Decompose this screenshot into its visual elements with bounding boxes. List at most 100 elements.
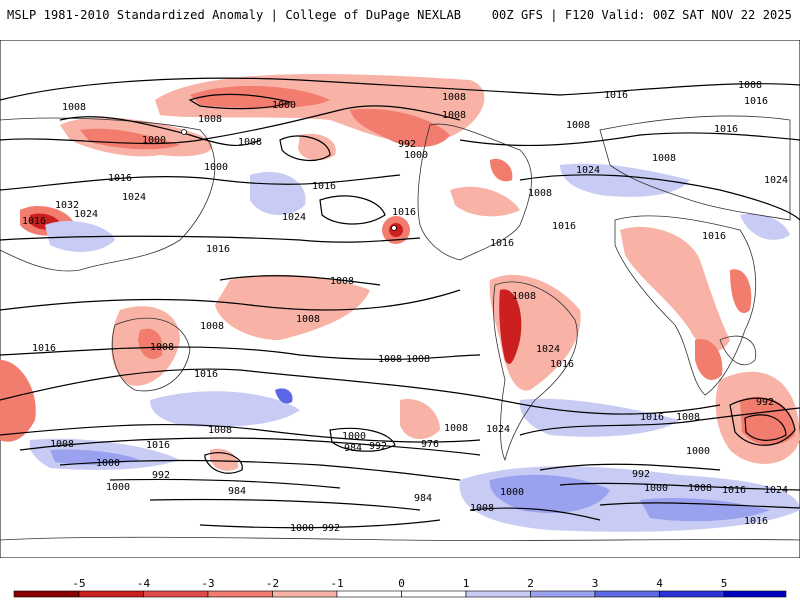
isobar-label: 1016	[744, 516, 768, 527]
colorbar-swatch	[723, 590, 787, 598]
colorbar-swatch	[659, 590, 725, 598]
isobar-label: 1016	[604, 90, 628, 101]
colorbar: -5 -4 -3 -2 -1 0 1 2 3 4 5	[0, 575, 800, 600]
colorbar-tick-label: -3	[201, 577, 214, 590]
isobar-label: 1024	[764, 485, 788, 496]
isobar-label: 1016	[194, 369, 218, 380]
colorbar-tick-label: 0	[398, 577, 405, 590]
isobar-labels: 1008 1000 1008 1000 1008 1008 1000 992 1…	[22, 80, 788, 534]
coastlines	[0, 115, 800, 541]
isobar-label: 984	[414, 493, 432, 504]
colorbar-swatch	[207, 590, 273, 598]
isobar-label: 1000	[686, 446, 710, 457]
isobar-label: 992	[322, 523, 340, 534]
colorbar-tick-label: -4	[137, 577, 151, 590]
map-panel: 1008 1000 1008 1000 1008 1008 1000 992 1…	[0, 40, 800, 558]
isobar-label: 1008	[444, 423, 468, 434]
colorbar-tick-label: 1	[463, 577, 470, 590]
isobar-label: 1008	[512, 291, 536, 302]
isobar-label: 1016	[108, 173, 132, 184]
isobar-label: 1000	[96, 458, 120, 469]
antarctica-outline	[0, 536, 800, 541]
isobar-label: 1016	[146, 440, 170, 451]
colorbar-swatch	[336, 590, 402, 598]
colorbar-swatch	[143, 590, 209, 598]
isobar-label: 1008	[62, 102, 86, 113]
isobar-label: 1000	[142, 135, 166, 146]
positive-anomaly-areas	[29, 163, 800, 532]
isobar-label: 1008	[652, 153, 676, 164]
isobar-label: 992	[369, 441, 387, 452]
isobar-label: 1016	[702, 231, 726, 242]
low-center-marker	[181, 129, 187, 135]
colorbar-swatch	[13, 590, 80, 598]
isobar-label: 1008	[200, 321, 224, 332]
isobar-label: 1024	[536, 344, 560, 355]
isobar-label: 1024	[74, 209, 98, 220]
colorbar-tick-label: -1	[330, 577, 343, 590]
isobar-label: 1008	[470, 503, 494, 514]
isobar-label: 984	[228, 486, 246, 497]
australia-outline	[111, 317, 191, 392]
africa-outline	[614, 215, 757, 396]
asia-outline	[0, 117, 216, 272]
isobar-label: 1016	[32, 343, 56, 354]
isobar-label: 1016	[206, 244, 230, 255]
isobar-label: 1024	[282, 212, 306, 223]
isobar-label: 1008	[330, 276, 354, 287]
colorbar-tick-label: 3	[592, 577, 599, 590]
south-america-outline	[493, 281, 578, 462]
isobar-label: 1000	[342, 431, 366, 442]
isobar-label: 1016	[490, 238, 514, 249]
negative-anomaly-areas	[0, 74, 800, 471]
colorbar-svg: -5 -4 -3 -2 -1 0 1 2 3 4 5	[13, 577, 787, 598]
isobar-label: 992	[756, 397, 774, 408]
isobar-label: 976	[421, 439, 439, 450]
isobar-label: 992	[152, 470, 170, 481]
isobar-label: 1008	[442, 92, 466, 103]
colorbar-swatches	[13, 590, 787, 598]
isobar-label: 1000	[500, 487, 524, 498]
isobar-label: 1008	[378, 354, 402, 365]
isobar-label: 1008	[688, 483, 712, 494]
colorbar-tick-label: 5	[721, 577, 728, 590]
isobar-label: 1016	[552, 221, 576, 232]
isobar-label: 1024	[486, 424, 510, 435]
isobar-label: 1008	[676, 412, 700, 423]
isobar-label: 1024	[122, 192, 146, 203]
isobar-label: 1008	[50, 439, 74, 450]
isobar-label: 1008	[208, 425, 232, 436]
isobar-label: 1000	[404, 150, 428, 161]
colorbar-swatch	[78, 590, 144, 598]
colorbar-tick-labels: -5 -4 -3 -2 -1 0 1 2 3 4 5	[72, 577, 727, 590]
isobar-label: 992	[398, 139, 416, 150]
isobar-label: 1000	[204, 162, 228, 173]
north-america-outline	[417, 123, 532, 261]
isobar-label: 1016	[550, 359, 574, 370]
colorbar-tick-label: 4	[656, 577, 663, 590]
colorbar-swatch	[594, 590, 660, 598]
isobar-label: 1016	[22, 216, 46, 227]
isobar-label: 1008	[150, 342, 174, 353]
isobar-label: 1016	[714, 124, 738, 135]
isobar-label: 992	[632, 469, 650, 480]
isobar-label: 984	[344, 443, 362, 454]
isobar-label: 1008	[296, 314, 320, 325]
colorbar-swatch	[272, 590, 338, 598]
isobar-label: 1008	[406, 354, 430, 365]
isobar-label: 1008	[566, 120, 590, 131]
header: MSLP 1981-2010 Standardized Anomaly | Co…	[0, 0, 800, 34]
isobar-label: 1008	[442, 110, 466, 121]
colorbar-swatch	[401, 590, 467, 598]
colorbar-swatch	[530, 590, 596, 598]
isobar-label: 1016	[722, 485, 746, 496]
map-svg: 1008 1000 1008 1000 1008 1008 1000 992 1…	[0, 40, 800, 558]
madagascar-outline	[719, 335, 757, 366]
isobar-label: 1024	[764, 175, 788, 186]
isobar-label: 1032	[55, 200, 79, 211]
pressure-centers	[181, 129, 397, 231]
isobar-label: 1008	[528, 188, 552, 199]
map-title: MSLP 1981-2010 Standardized Anomaly | Co…	[7, 8, 462, 22]
isobar-label: 1016	[744, 96, 768, 107]
isobar-label: 1000	[644, 483, 668, 494]
